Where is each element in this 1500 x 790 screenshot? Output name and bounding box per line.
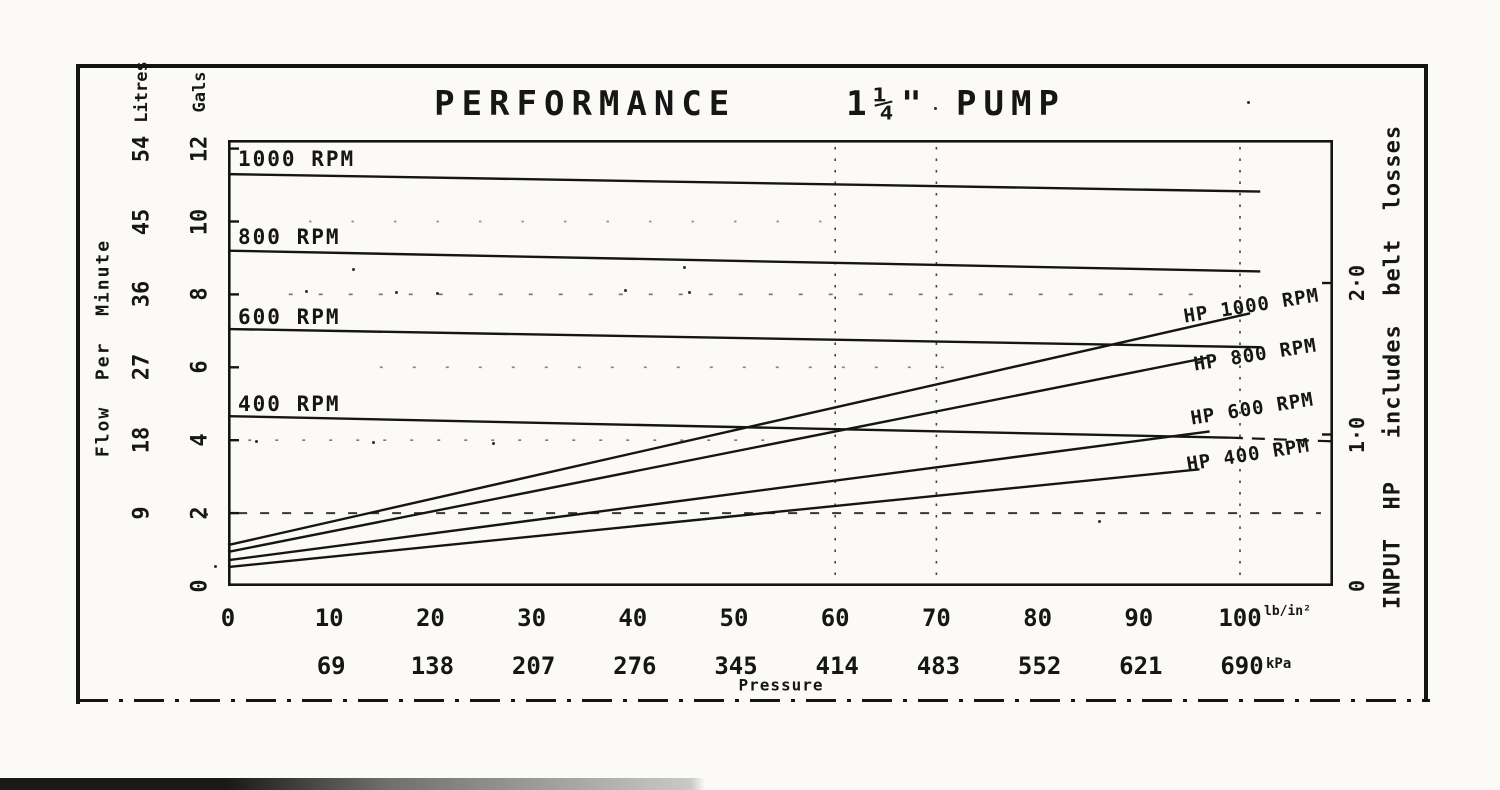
psi-tick-60: 60 <box>820 604 850 632</box>
gals-tick-12: 12 <box>187 135 213 162</box>
gals-tick-0: 0 <box>187 579 213 593</box>
scan-edge-artifact <box>0 778 705 790</box>
psi-tick-70: 70 <box>921 604 951 632</box>
psi-tick-80: 80 <box>1023 604 1053 632</box>
hp-line-hp-400-rpm <box>227 468 1200 569</box>
kpa-tick-276: 276 <box>613 652 657 680</box>
litres-tick-18: 18 <box>129 426 155 454</box>
gals-tick-8: 8 <box>187 287 213 302</box>
litres-tick-54: 54 <box>129 135 155 162</box>
psi-tick-0: 0 <box>220 604 236 632</box>
hp-tick-0: 0 <box>1345 579 1369 593</box>
psi-tick-40: 40 <box>618 604 648 632</box>
page-border-top <box>78 64 1428 68</box>
hp-tick-1: 1·0 <box>1345 416 1369 453</box>
plot-border <box>227 139 1334 586</box>
gals-tick-6: 6 <box>187 360 213 374</box>
right-axis-title: INPUT HP includes belt losses <box>1380 124 1406 610</box>
hp-line-hp-800-rpm <box>227 356 1210 554</box>
gals-tick-4: 4 <box>187 433 213 447</box>
left-axis-title: Flow Per Minute <box>92 238 114 458</box>
psi-tick-50: 50 <box>719 604 749 632</box>
psi-tick-30: 30 <box>517 604 547 632</box>
flow-line-800-rpm <box>227 249 1261 273</box>
x-axis-psi-unit: lb/in² <box>1264 604 1311 619</box>
kpa-tick-414: 414 <box>815 652 859 680</box>
hp-line-hp-600-rpm <box>227 430 1210 562</box>
flow-line-label-800rpm: 800 RPM <box>238 225 341 249</box>
kpa-tick-621: 621 <box>1119 652 1163 680</box>
page-border-left <box>76 64 80 704</box>
plot-svg <box>227 139 1334 586</box>
kpa-tick-207: 207 <box>511 652 556 680</box>
x-axis-title: Pressure <box>738 675 824 695</box>
kpa-tick-69: 69 <box>316 652 346 680</box>
page-border-right <box>1424 64 1428 702</box>
flow-line-label-400rpm: 400 RPM <box>238 392 341 416</box>
kpa-tick-138: 138 <box>410 652 455 680</box>
psi-tick-10: 10 <box>314 604 344 632</box>
litres-tick-9: 9 <box>129 506 155 520</box>
chart-title: PERFORMANCE 1¼" PUMP <box>434 84 1066 124</box>
litres-tick-36: 36 <box>129 281 155 308</box>
page-border-bottom <box>78 699 1430 702</box>
litres-tick-27: 27 <box>129 354 155 381</box>
flow-line-dashed-tail <box>1229 436 1332 443</box>
left-axis-gals-unit: Gals <box>190 71 210 113</box>
scan-noise-speckles <box>352 268 355 271</box>
kpa-tick-690: 690 <box>1220 652 1264 680</box>
flow-line-label-1000rpm: 1000 RPM <box>238 147 356 171</box>
gals-tick-10: 10 <box>187 208 213 235</box>
psi-tick-100: 100 <box>1218 604 1262 632</box>
psi-tick-20: 20 <box>415 604 445 632</box>
kpa-tick-345: 345 <box>714 652 758 680</box>
kpa-tick-483: 483 <box>916 652 961 680</box>
x-axis-kpa-unit: kPa <box>1266 656 1292 672</box>
kpa-tick-552: 552 <box>1017 652 1062 680</box>
flow-line-400-rpm <box>227 414 1230 439</box>
flow-line-1000-rpm <box>227 172 1261 193</box>
left-axis-litres-unit: Litres <box>132 61 152 123</box>
flow-line-600-rpm <box>227 327 1261 349</box>
litres-tick-45: 45 <box>129 208 155 235</box>
gals-tick-2: 2 <box>187 506 213 520</box>
hp-line-hp-1000-rpm <box>227 312 1251 547</box>
hp-tick-2: 2·0 <box>1345 264 1369 302</box>
psi-tick-90: 90 <box>1124 604 1154 632</box>
flow-line-label-600rpm: 600 RPM <box>238 305 341 329</box>
